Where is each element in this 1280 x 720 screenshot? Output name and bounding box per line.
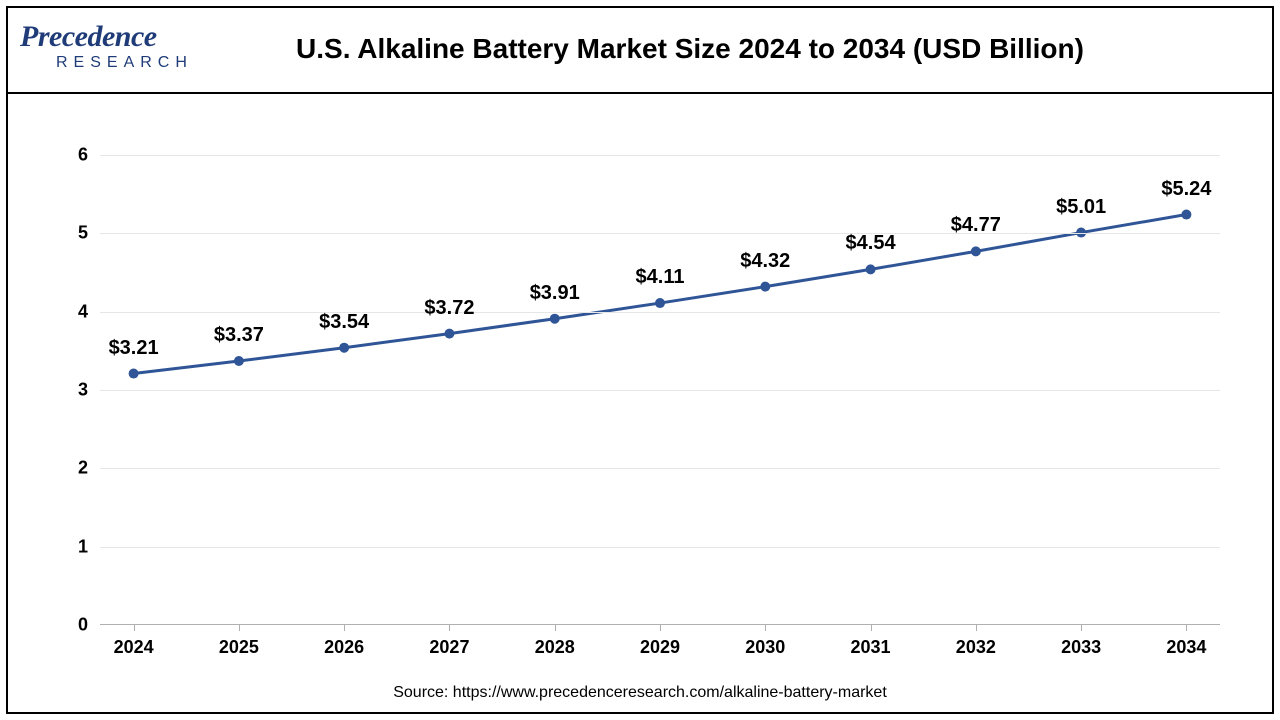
x-tick-label: 2033 xyxy=(1061,637,1101,658)
y-tick-label: 0 xyxy=(78,615,88,636)
y-tick-label: 1 xyxy=(78,536,88,557)
data-marker xyxy=(1181,210,1191,220)
x-tick-label: 2032 xyxy=(956,637,996,658)
x-tick-mark xyxy=(239,625,240,631)
data-label: $3.91 xyxy=(530,282,580,305)
data-label: $3.21 xyxy=(109,337,159,360)
data-label: $4.11 xyxy=(636,266,685,289)
x-tick-label: 2034 xyxy=(1166,637,1206,658)
grid-line xyxy=(100,155,1220,156)
data-marker xyxy=(866,264,876,274)
data-label: $4.54 xyxy=(846,232,896,255)
logo-brand-bottom: RESEARCH xyxy=(56,54,240,72)
x-tick-mark xyxy=(344,625,345,631)
x-tick-mark xyxy=(1186,625,1187,631)
grid-line xyxy=(100,233,1220,234)
x-tick-mark xyxy=(660,625,661,631)
y-tick-label: 3 xyxy=(78,380,88,401)
x-tick-mark xyxy=(871,625,872,631)
grid-line xyxy=(100,312,1220,313)
x-tick-label: 2030 xyxy=(745,637,785,658)
x-tick-mark xyxy=(765,625,766,631)
x-tick-mark xyxy=(555,625,556,631)
grid-line xyxy=(100,547,1220,548)
x-tick-label: 2027 xyxy=(429,637,469,658)
data-marker xyxy=(550,314,560,324)
x-tick-label: 2028 xyxy=(535,637,575,658)
data-marker xyxy=(444,329,454,339)
x-tick-label: 2024 xyxy=(114,637,154,658)
plot-area: 0123456202420252026202720282029203020312… xyxy=(100,155,1220,625)
x-tick-mark xyxy=(134,625,135,631)
x-tick-mark xyxy=(449,625,450,631)
data-marker xyxy=(760,282,770,292)
x-tick-mark xyxy=(976,625,977,631)
data-marker xyxy=(129,369,139,379)
data-label: $5.24 xyxy=(1161,178,1211,201)
grid-line xyxy=(100,468,1220,469)
y-tick-label: 6 xyxy=(78,145,88,166)
source-text: Source: https://www.precedenceresearch.c… xyxy=(0,684,1280,702)
x-tick-label: 2025 xyxy=(219,637,259,658)
data-marker xyxy=(234,356,244,366)
x-tick-label: 2031 xyxy=(851,637,891,658)
x-tick-mark xyxy=(1081,625,1082,631)
logo-brand-top: Precedence xyxy=(20,22,240,52)
data-marker xyxy=(655,298,665,308)
x-tick-label: 2029 xyxy=(640,637,680,658)
data-label: $3.72 xyxy=(424,297,474,320)
data-label: $4.77 xyxy=(951,214,1001,237)
data-label: $4.32 xyxy=(740,250,790,273)
logo: Precedence RESEARCH xyxy=(20,22,240,72)
data-label: $5.01 xyxy=(1056,196,1106,219)
data-marker xyxy=(971,246,981,256)
data-label: $3.37 xyxy=(214,324,264,347)
data-label: $3.54 xyxy=(319,311,369,334)
header: Precedence RESEARCH U.S. Alkaline Batter… xyxy=(6,6,1274,94)
y-tick-label: 4 xyxy=(78,301,88,322)
data-marker xyxy=(339,343,349,353)
data-line xyxy=(134,215,1187,374)
y-tick-label: 2 xyxy=(78,458,88,479)
y-tick-label: 5 xyxy=(78,223,88,244)
grid-line xyxy=(100,390,1220,391)
x-tick-label: 2026 xyxy=(324,637,364,658)
